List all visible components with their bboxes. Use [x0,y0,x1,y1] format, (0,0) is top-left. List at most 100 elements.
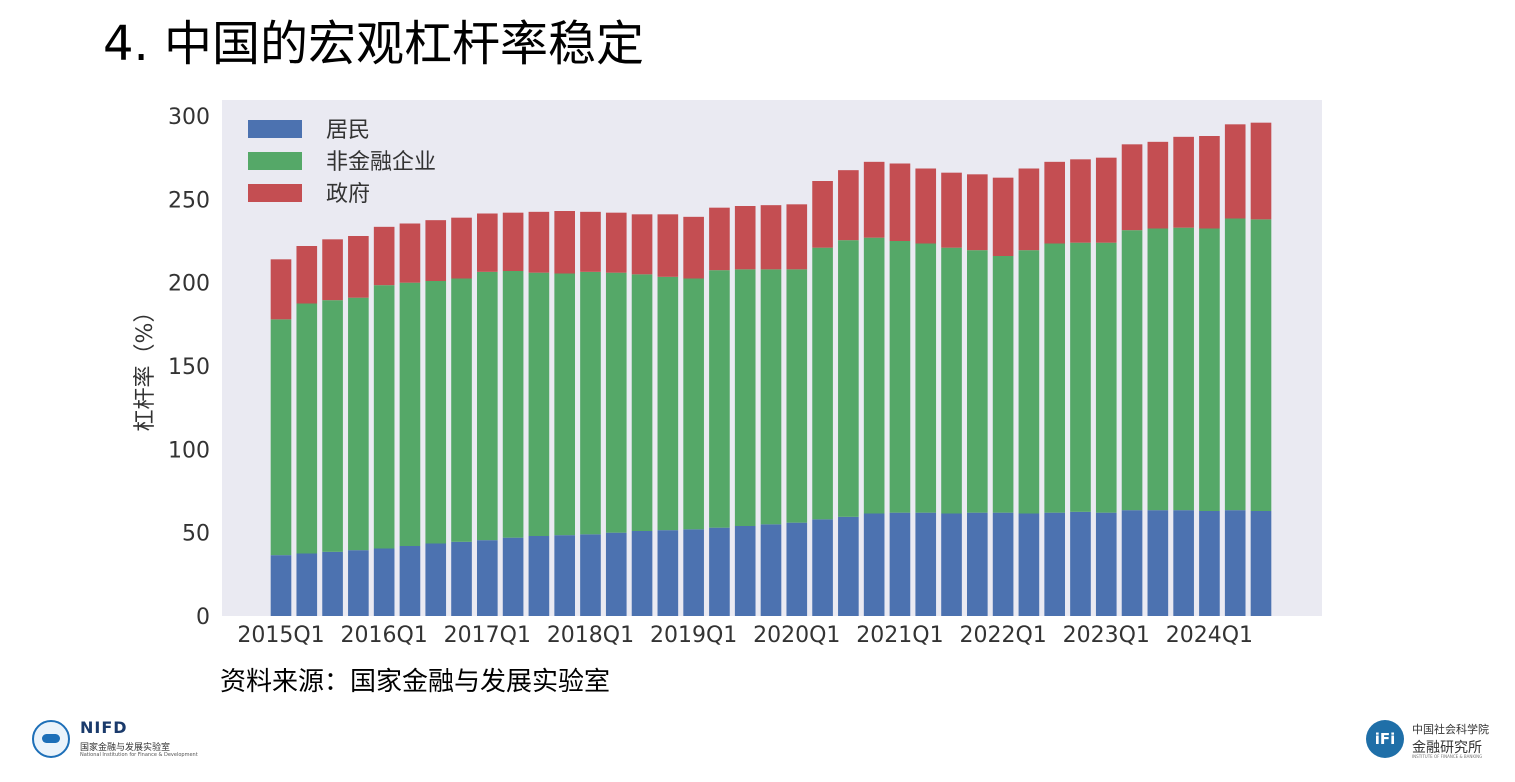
bars-group [270,122,1272,616]
y-tick-label-4: 200 [168,272,210,297]
bar-segment-1-16 [657,530,679,616]
bar-segment-3-15 [631,214,653,275]
bar-segment-2-36 [1173,227,1194,511]
legend-label-1: 居民 [326,118,370,143]
bar-segment-1-5 [373,548,395,616]
bar-segment-3-9 [477,213,498,272]
bar-segment-3-34 [1121,144,1143,231]
y-tick-label-1: 50 [182,522,210,547]
bar-segment-1-12 [554,535,575,616]
bar-segment-2-16 [657,276,679,531]
bar-segment-2-30 [1018,250,1040,514]
x-axis-ticks: 2015Q1 2016Q1 2017Q1 2018Q1 2019Q1 2020Q1 2021… [237,623,1253,648]
bar-segment-1-20 [760,524,782,616]
bar-segment-2-13 [580,271,601,535]
legend-swatch-3 [248,184,302,202]
bar-segment-3-31 [1044,161,1065,244]
bar-segment-3-19 [734,206,756,270]
bar-segment-2-35 [1147,228,1169,511]
legend-label-3: 政府 [326,182,370,207]
bar-segment-3-37 [1199,136,1220,229]
bar-segment-1-3 [322,551,343,616]
ifb-logo: iFi 中国社会科学院 金融研究所 INSTITUTE OF FINANCE &… [1366,718,1489,762]
bar-segment-3-4 [348,236,369,298]
bar-segment-1-22 [812,519,833,616]
bar-segment-3-3 [322,239,343,301]
bar-segment-2-18 [709,270,730,528]
bar-segment-2-14 [605,272,627,533]
bar-segment-1-37 [1199,511,1220,616]
bar-segment-3-39 [1250,122,1272,220]
source-note: 资料来源：国家金融与发展实验室 [220,667,611,697]
bar-segment-1-34 [1121,510,1143,616]
bar-segment-2-32 [1070,242,1091,512]
x-tick-label-7: 2022Q1 [959,623,1046,648]
bar-segment-3-6 [399,223,421,283]
bar-segment-2-3 [322,300,343,552]
bar-segment-2-8 [451,278,472,542]
bar-segment-2-15 [631,274,653,531]
bar-segment-1-29 [992,512,1014,616]
bar-segment-1-2 [296,553,318,616]
bar-segment-1-17 [683,529,704,616]
bar-segment-2-11 [528,272,550,536]
bar-segment-3-38 [1224,124,1246,219]
bar-segment-1-14 [605,532,627,616]
nifd-name-en: National Institution for Finance & Devel… [80,752,198,758]
bar-segment-1-33 [1095,512,1117,616]
bar-segment-2-1 [270,319,292,556]
slide-title: 4. 中国的宏观杠杆率稳定 [103,16,645,72]
bar-segment-2-21 [786,269,808,523]
bar-segment-3-8 [451,217,472,279]
x-tick-label-9: 2024Q1 [1166,623,1253,648]
bar-segment-2-24 [863,237,885,514]
y-tick-label-2: 100 [168,438,210,463]
bar-segment-3-23 [838,170,859,241]
legend-swatch-2 [248,152,302,170]
x-tick-label-5: 2020Q1 [753,623,840,648]
bar-segment-1-31 [1044,512,1065,616]
bar-segment-3-5 [373,226,395,286]
ifb-line1: 中国社会科学院 [1412,723,1489,736]
bar-segment-2-25 [889,241,911,513]
bar-segment-3-29 [992,177,1014,256]
bar-segment-1-11 [528,536,550,616]
bar-segment-3-7 [425,220,447,281]
bar-segment-3-24 [863,161,885,238]
bar-segment-3-18 [709,207,730,271]
bar-segment-1-15 [631,531,653,616]
nifd-seal-icon [32,720,70,758]
x-tick-label-2: 2017Q1 [444,623,531,648]
bar-segment-3-27 [941,172,962,248]
bar-segment-1-4 [348,550,369,616]
bar-segment-1-25 [889,512,911,616]
bar-segment-3-10 [502,212,524,271]
bar-segment-1-18 [709,527,730,616]
x-tick-label-0: 2015Q1 [237,623,324,648]
bar-segment-3-17 [683,216,704,279]
bar-segment-3-13 [580,211,601,272]
legend-swatch-1 [248,120,302,138]
bar-segment-3-12 [554,211,575,274]
bar-segment-2-29 [992,256,1014,513]
bar-segment-1-7 [425,543,447,616]
bar-segment-1-27 [941,513,962,616]
bar-segment-1-13 [580,534,601,616]
bar-segment-2-39 [1250,219,1272,511]
bar-segment-2-2 [296,303,318,554]
x-tick-label-3: 2018Q1 [547,623,634,648]
ifb-line2: 金融研究所 [1412,740,1482,756]
bar-segment-2-17 [683,278,704,530]
bar-segment-1-38 [1224,510,1246,616]
nifd-name-cn: 国家金融与发展实验室 [80,743,171,753]
bar-segment-2-20 [760,269,782,525]
bar-segment-2-28 [967,250,988,513]
bar-segment-3-1 [270,259,292,320]
bar-segment-3-25 [889,163,911,241]
bar-segment-1-19 [734,526,756,616]
x-tick-label-4: 2019Q1 [650,623,737,648]
bar-segment-2-26 [915,243,937,513]
bar-segment-3-35 [1147,141,1169,229]
